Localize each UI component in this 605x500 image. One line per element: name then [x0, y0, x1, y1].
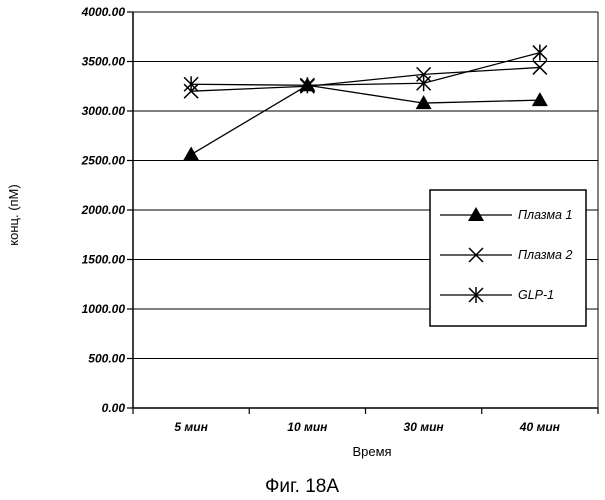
- series-1-line: [191, 85, 540, 154]
- x-tick-label: 5 мин: [174, 420, 208, 434]
- y-tick-label: 3000.00: [82, 104, 126, 118]
- x-axis-label: Время: [352, 444, 391, 459]
- y-tick-label: 2000.00: [81, 203, 126, 217]
- x-tick-labels: 5 мин 10 мин 30 мин 40 мин: [174, 420, 560, 434]
- legend-label: GLP-1: [518, 288, 554, 302]
- x-tick-label: 10 мин: [287, 420, 328, 434]
- y-tick-label: 500.00: [88, 352, 125, 366]
- y-tick-label: 0.00: [102, 401, 126, 415]
- legend: Плазма 1 Плазма 2 GLP-1: [430, 190, 586, 326]
- series-1-point: [183, 147, 199, 161]
- x-tick-label: 30 мин: [404, 420, 445, 434]
- y-tick-label: 3500.00: [82, 55, 126, 69]
- series-2-line: [191, 67, 540, 91]
- legend-label: Плазма 2: [518, 248, 572, 262]
- x-tick-label: 40 мин: [519, 420, 561, 434]
- legend-label: Плазма 1: [518, 208, 572, 222]
- series-1-point: [532, 92, 548, 106]
- series-3-point: [533, 45, 547, 61]
- y-tick-label: 2500.00: [81, 154, 126, 168]
- y-tick-label: 1500.00: [82, 253, 126, 267]
- y-tick-label: 4000.00: [81, 5, 126, 19]
- y-axis-label: конц. (пМ): [6, 184, 21, 245]
- y-tick-label: 1000.00: [82, 302, 126, 316]
- y-tick-labels: 0.00 500.00 1000.00 1500.00 2000.00 2500.00 30…: [81, 5, 126, 415]
- figure-caption: Фиг. 18А: [265, 476, 339, 497]
